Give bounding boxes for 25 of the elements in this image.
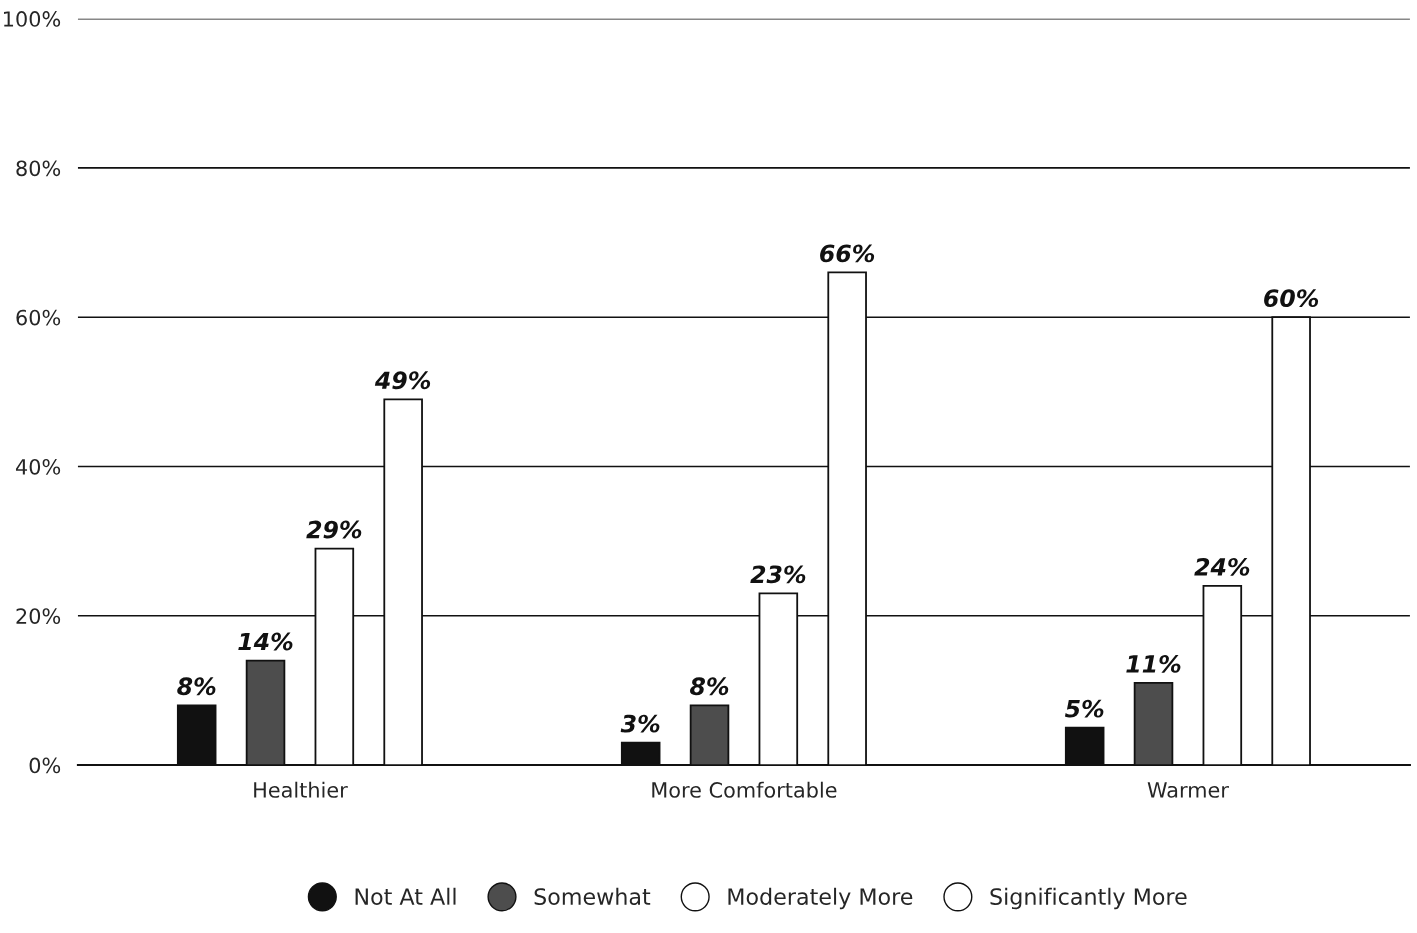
legend-label: Somewhat [534,887,651,905]
data-label: 23% [750,565,806,584]
data-label: 29% [306,520,362,539]
y-tick-label: 0% [29,757,61,774]
data-label: 3% [620,714,660,733]
y-tick-label: 20% [16,608,61,624]
data-label: 8% [177,677,216,696]
x-tick-label: Healthier [254,781,348,798]
data-label: 5% [1064,699,1104,718]
data-label: 8% [689,677,729,696]
data-label: 24% [1194,557,1250,576]
x-tick-label: Warmer [1147,782,1229,798]
data-label: 11% [1126,654,1181,673]
y-tick-label: 60% [16,309,61,326]
legend-label: Significantly More [990,887,1187,910]
legend-label: Moderately More [728,887,913,910]
data-label: 60% [1264,289,1319,308]
y-tick-label: 80% [16,160,61,177]
data-label: 49% [374,371,431,390]
data-label: 14% [238,632,293,651]
y-tick-label: 40% [15,458,61,475]
data-label: 66% [820,244,875,263]
legend-label: Not At All [355,887,456,905]
y-tick-label: 100% [4,11,61,27]
x-tick-label: More Comfortable [652,781,837,798]
